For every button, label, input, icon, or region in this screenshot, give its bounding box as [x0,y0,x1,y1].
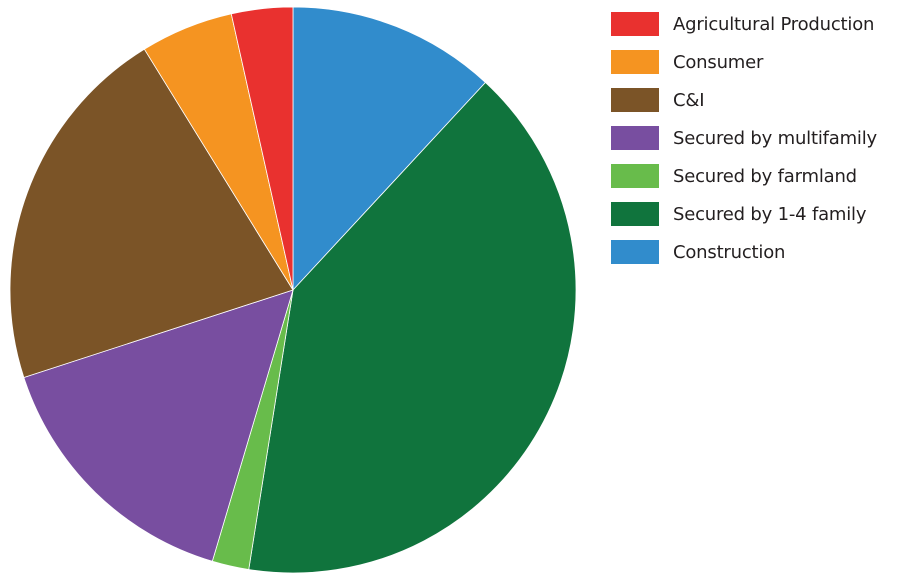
pie-slice-secured-by-1-4-family [248,81,577,573]
legend-label: C&I [673,89,705,111]
pie-slice-agricultural-production [230,6,294,291]
legend-item-agricultural-production: Agricultural Production [611,8,877,40]
pie-slice-secured-by-multifamily [23,289,294,562]
legend-label: Secured by 1-4 family [673,203,867,225]
pie-slice-construction [292,6,486,292]
legend-swatch [611,50,659,74]
legend-label: Secured by farmland [673,165,857,187]
legend-label: Secured by multifamily [673,127,877,149]
pie-slice-candi [9,48,294,378]
chart-legend: Agricultural Production Consumer C&I Sec… [611,8,877,274]
legend-swatch [611,88,659,112]
legend-swatch [611,126,659,150]
legend-item-secured-by-1-4-family: Secured by 1-4 family [611,198,877,230]
legend-item-c-and-i: C&I [611,84,877,116]
legend-swatch [611,202,659,226]
legend-swatch [611,164,659,188]
legend-label: Construction [673,241,786,263]
legend-swatch [611,240,659,264]
legend-item-secured-by-farmland: Secured by farmland [611,160,877,192]
legend-label: Consumer [673,51,764,73]
pie-slices [9,6,577,573]
legend-label: Agricultural Production [673,13,875,35]
legend-item-construction: Construction [611,236,877,268]
legend-item-secured-by-multifamily: Secured by multifamily [611,122,877,154]
legend-swatch [611,12,659,36]
legend-item-consumer: Consumer [611,46,877,78]
